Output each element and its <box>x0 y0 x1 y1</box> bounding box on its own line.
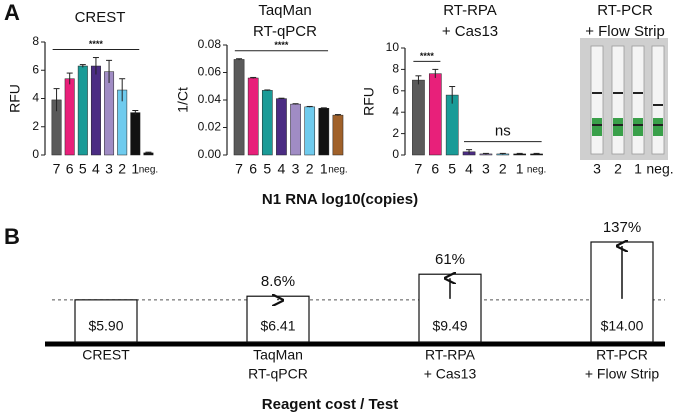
bar <box>130 112 141 156</box>
y-tick-label: 0.06 <box>198 65 222 79</box>
x-tick-label: neg. <box>646 161 673 177</box>
x-tick-label: 3 <box>482 161 490 177</box>
bar <box>318 108 330 156</box>
value-label: $6.41 <box>260 318 295 334</box>
x-tick-label: + Cas13 <box>424 366 477 382</box>
chart-title: RT-qPCR <box>253 23 317 40</box>
significance-label: **** <box>89 39 104 49</box>
bar <box>428 73 442 156</box>
bar <box>290 103 301 156</box>
change-label: 8.6% <box>261 273 295 290</box>
value-label: $9.49 <box>432 318 467 334</box>
x-tick-label: 7 <box>235 161 243 177</box>
x-tick-label: 3 <box>593 161 601 177</box>
x-tick-label: 2 <box>118 161 126 177</box>
y-tick-label: 2 <box>32 119 39 133</box>
x-tick-label: 5 <box>79 161 87 177</box>
value-label: $14.00 <box>601 318 644 334</box>
bar <box>77 65 88 156</box>
x-tick-label: 5 <box>448 161 456 177</box>
x-tick-label: 2 <box>306 161 314 177</box>
y-axis-label: RFU <box>361 87 377 116</box>
x-tick-label: 1 <box>320 161 328 177</box>
x-tick-label: 4 <box>92 161 100 177</box>
x-tick-label: 7 <box>415 161 423 177</box>
x-tick-label: RT-PCR <box>596 347 648 363</box>
y-tick-label: 0.02 <box>198 120 222 134</box>
change-label: 137% <box>603 219 641 236</box>
x-tick-label: 3 <box>292 161 300 177</box>
value-label: $5.90 <box>88 318 123 334</box>
bar <box>304 106 316 156</box>
y-tick-label: 6 <box>32 62 39 76</box>
y-tick-label: 0.00 <box>198 147 222 161</box>
panel-label: A <box>4 0 20 25</box>
bar <box>332 114 344 156</box>
x-tick-label: 2 <box>614 161 622 177</box>
significance-label: **** <box>274 40 289 50</box>
significance-label: ns <box>495 123 511 140</box>
chart-title: TaqMan <box>258 2 311 19</box>
x-tick-label: 6 <box>66 161 74 177</box>
bar <box>64 78 75 156</box>
bar <box>104 71 115 156</box>
y-tick-label: 8 <box>32 34 39 48</box>
x-tick-label: 4 <box>465 161 473 177</box>
x-tick-label: 7 <box>53 161 61 177</box>
x-tick-label: + Flow Strip <box>585 366 660 382</box>
x-tick-label: RT-qPCR <box>248 366 308 382</box>
bar <box>261 90 273 156</box>
y-tick-label: 4 <box>392 104 399 118</box>
cost-bar <box>74 299 138 343</box>
x-tick-label: TaqMan <box>253 347 303 363</box>
bar <box>412 79 425 156</box>
x-tick-label: 1 <box>516 161 524 177</box>
x-tick-label: 6 <box>249 161 257 177</box>
chart-title: + Flow Strip <box>585 23 665 40</box>
y-axis-label: RFU <box>7 84 23 113</box>
chart-title: RT-RPA <box>443 2 497 19</box>
x-tick-label: CREST <box>82 347 130 363</box>
x-tick-label: 6 <box>431 161 439 177</box>
chart-title: CREST <box>75 9 126 26</box>
significance-label: **** <box>420 51 435 61</box>
bar <box>445 94 459 156</box>
x-tick-label: 1 <box>131 161 139 177</box>
y-tick-label: 0 <box>392 147 399 161</box>
x-tick-label: neg. <box>139 165 158 176</box>
panel-label: B <box>4 224 20 249</box>
flow-strip-photo <box>580 38 668 160</box>
y-axis-label: 1/Ct <box>175 87 191 113</box>
bar <box>276 98 287 156</box>
y-tick-label: 10 <box>386 40 400 54</box>
chart-title: RT-PCR <box>597 2 653 19</box>
x-tick-label: 4 <box>278 161 286 177</box>
x-tick-label: 3 <box>105 161 113 177</box>
y-tick-label: 4 <box>32 91 39 105</box>
change-label: 61% <box>435 251 465 268</box>
y-tick-label: 8 <box>392 62 399 76</box>
y-tick-label: 6 <box>392 83 399 97</box>
y-tick-label: 0.08 <box>198 37 222 51</box>
x-axis-label: Reagent cost / Test <box>262 396 398 413</box>
x-tick-label: RT-RPA <box>425 347 476 363</box>
y-tick-label: 0.04 <box>198 92 222 106</box>
y-tick-label: 2 <box>392 126 399 140</box>
x-tick-label: 5 <box>263 161 271 177</box>
x-tick-label: neg. <box>527 165 546 176</box>
x-axis-label: N1 RNA log10(copies) <box>262 191 418 208</box>
bar <box>90 65 101 156</box>
x-tick-label: 1 <box>634 161 642 177</box>
chart-title: + Cas13 <box>442 23 498 40</box>
x-tick-label: 2 <box>499 161 507 177</box>
x-tick-label: neg. <box>328 165 347 176</box>
bar <box>233 59 245 156</box>
bar <box>247 77 259 156</box>
y-tick-label: 0 <box>32 147 39 161</box>
